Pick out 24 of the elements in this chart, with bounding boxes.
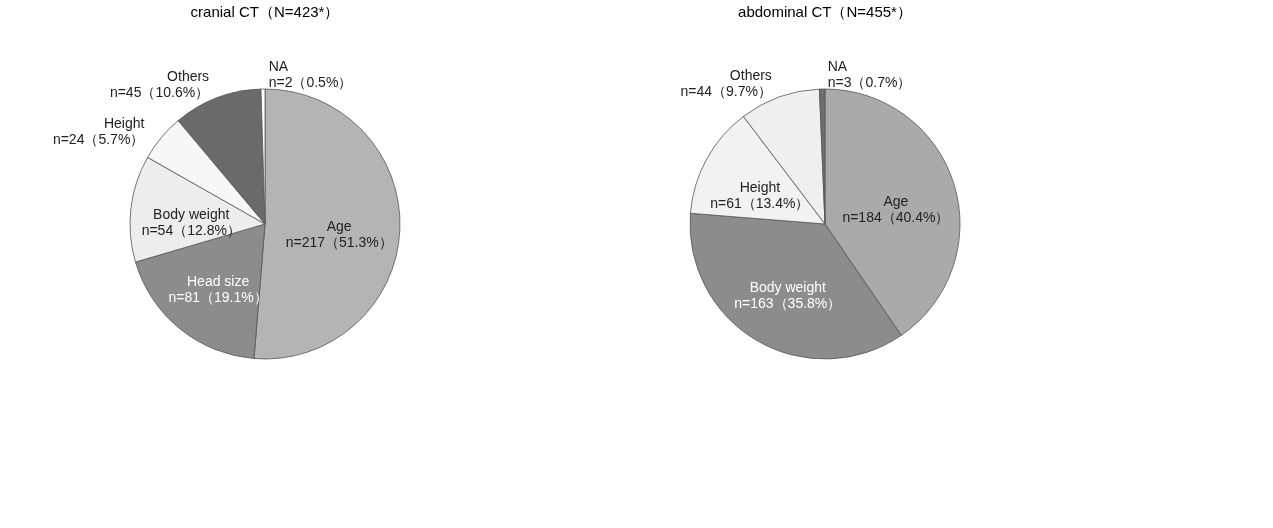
- slice-label: Age: [326, 218, 352, 235]
- slice-label: Body weight: [749, 279, 827, 296]
- data-label: n=81（19.1%）: [168, 288, 268, 305]
- data-label: n=54（12.8%）: [141, 222, 241, 239]
- data-label: n=44（9.7%）: [680, 83, 772, 100]
- slice-label: Height: [739, 179, 781, 196]
- data-label: n=45（10.6%）: [109, 84, 210, 101]
- slice-label: NA: [268, 58, 289, 75]
- data-label: n=163（35.8%）: [734, 295, 842, 312]
- slice-label: Body weight: [153, 206, 230, 223]
- slice-label: Age: [883, 193, 909, 210]
- data-label: n=3（0.7%）: [827, 74, 912, 91]
- chart-title: abdominal CT（N=455*）: [738, 3, 912, 20]
- data-label: n=24（5.7%）: [52, 130, 145, 147]
- data-label: n=217（51.3%）: [285, 234, 393, 251]
- data-label: n=61（13.4%）: [710, 195, 810, 212]
- slice-label: Height: [103, 114, 145, 131]
- slice-label: Head size: [186, 272, 250, 289]
- slice-label: NA: [827, 58, 848, 75]
- data-label: n=2（0.5%）: [268, 74, 353, 91]
- chart-title: cranial CT（N=423*）: [190, 3, 340, 20]
- data-label: n=184（40.4%）: [842, 209, 950, 226]
- slice-label: Others: [729, 67, 772, 84]
- slice-label: Others: [167, 68, 210, 85]
